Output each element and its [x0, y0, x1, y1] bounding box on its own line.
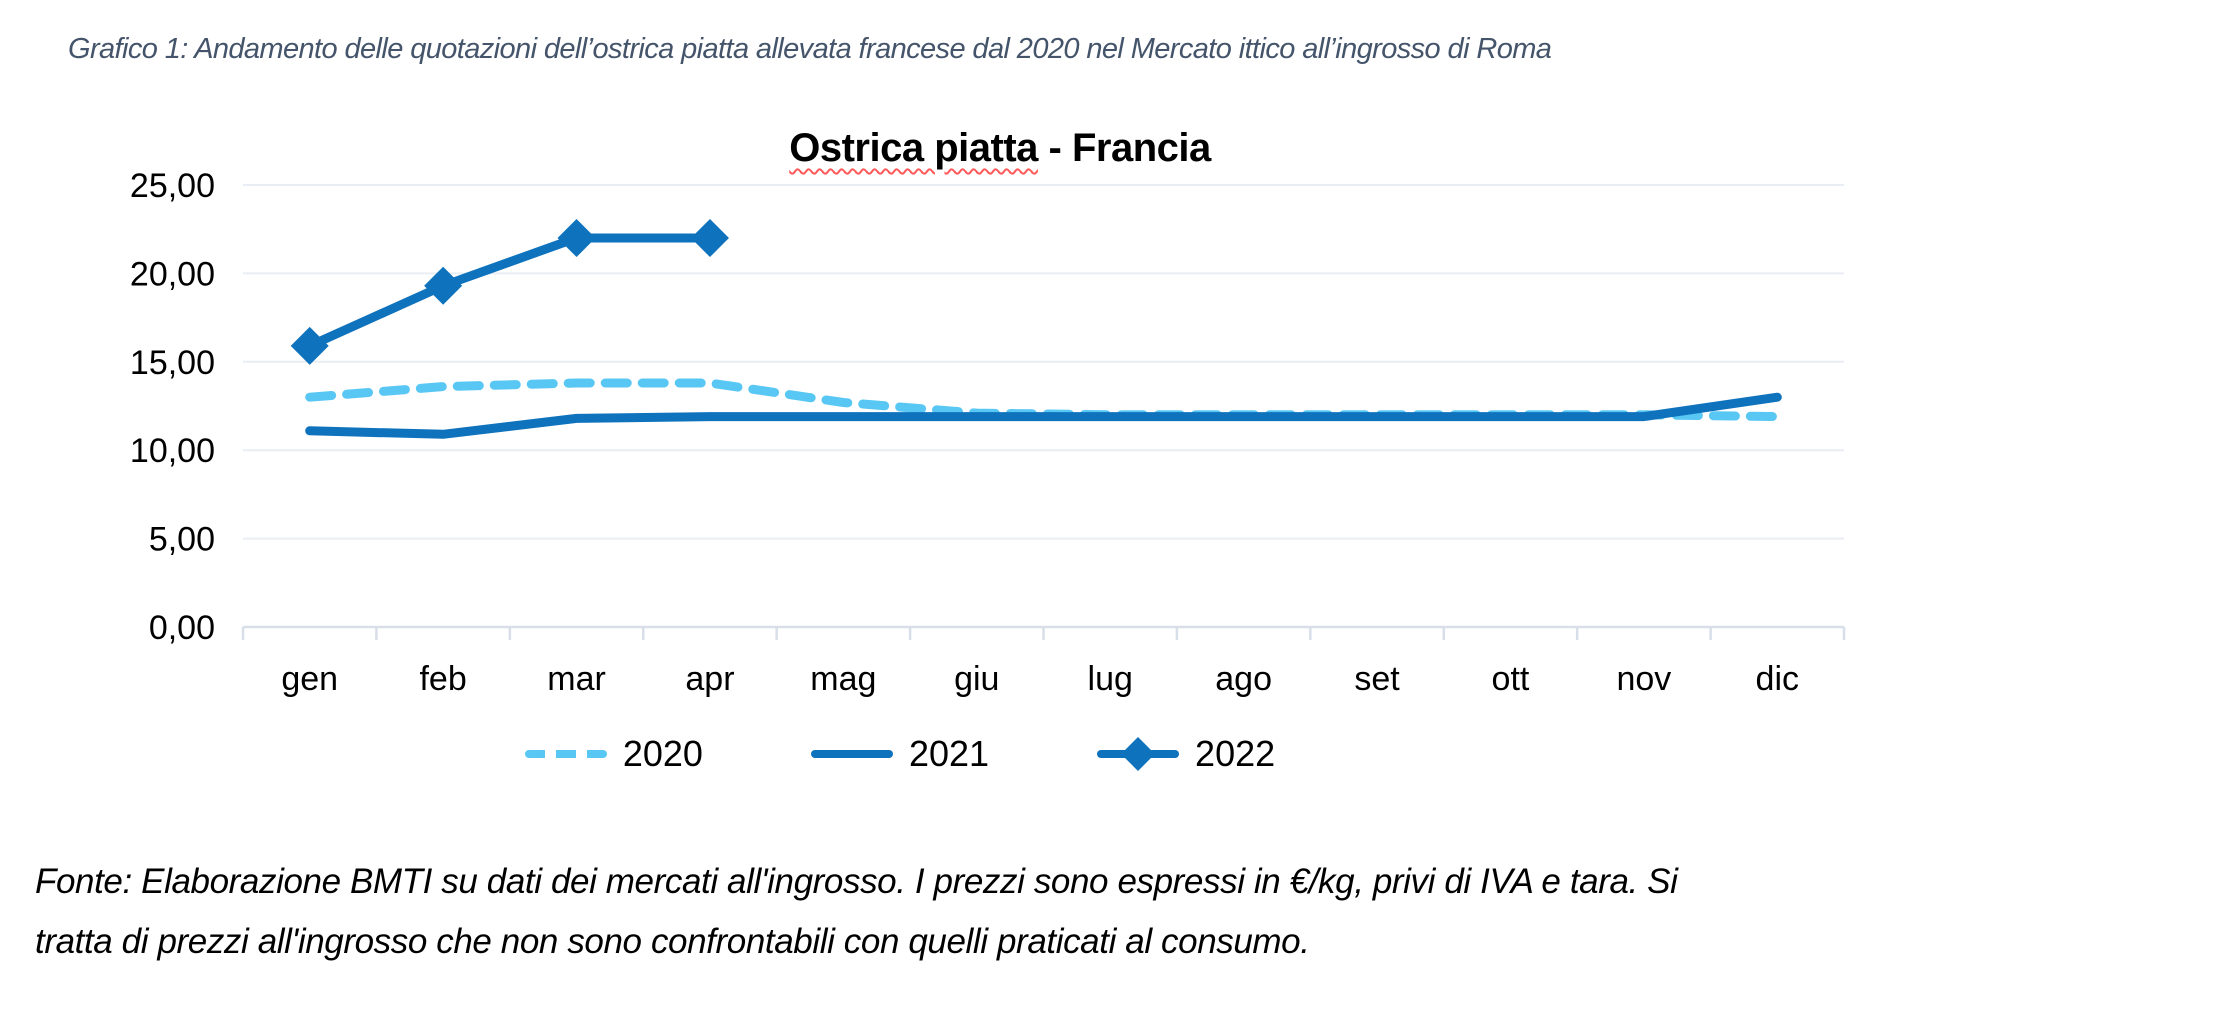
x-axis-month-label: nov [1616, 660, 1671, 698]
x-axis-month-label: mag [810, 660, 876, 698]
y-axis-tick-label: 15,00 [130, 344, 215, 382]
source-note-line2: tratta di prezzi all'ingrosso che non so… [35, 922, 1310, 961]
x-axis-month-label: set [1354, 660, 1400, 698]
legend-swatch-diamond-line-icon [1097, 734, 1180, 774]
legend-item-2020: 2020 [524, 733, 703, 775]
x-axis-month-label: ott [1492, 660, 1530, 698]
legend-label: 2020 [622, 733, 703, 774]
y-axis-tick-label: 25,00 [130, 167, 215, 205]
source-note-line1: Fonte: Elaborazione BMTI su dati dei mer… [35, 862, 1678, 901]
legend-swatch-dashed-line-icon [524, 734, 607, 774]
chart-title-species: Ostrica piatta [789, 126, 1038, 170]
legend-item-2021: 2021 [810, 733, 990, 775]
x-axis-month-label: mar [547, 660, 606, 698]
series-2021-line [305, 392, 1782, 439]
y-axis-tick-label: 0,00 [149, 609, 215, 647]
y-axis-tick-label: 10,00 [130, 432, 215, 470]
chart-legend: 2020 2021 2022 [0, 733, 1800, 775]
figure-caption: Grafico 1: Andamento delle quotazioni de… [68, 33, 1552, 65]
series-2022-marker [557, 219, 596, 258]
legend-item-2022: 2022 [1097, 733, 1275, 775]
x-axis-month-label: dic [1756, 660, 1799, 698]
x-axis-month-label: giu [954, 660, 999, 698]
y-axis-tick-label: 5,00 [149, 521, 215, 559]
series-2022-marker [690, 219, 729, 258]
series-2022-marker [290, 326, 329, 365]
x-axis-month-label: gen [281, 660, 338, 698]
chart-title: Ostrica piatta - Francia [0, 126, 2000, 171]
x-axis-month-label: feb [419, 660, 466, 698]
x-axis-month-label: ago [1215, 660, 1272, 698]
y-axis-tick-label: 20,00 [130, 255, 215, 293]
chart-title-country: - Francia [1037, 126, 1212, 170]
series-2020-line [305, 378, 1782, 422]
series-2022-marker [424, 266, 463, 305]
series-2022-line [305, 233, 715, 351]
x-axis-month-label: apr [685, 660, 734, 698]
x-axis-month-label: lug [1088, 660, 1133, 698]
legend-label: 2022 [1195, 733, 1276, 774]
legend-swatch-solid-line-icon [810, 734, 893, 774]
legend-label: 2021 [908, 733, 990, 774]
source-note: Fonte: Elaborazione BMTI su dati dei mer… [35, 852, 1678, 972]
